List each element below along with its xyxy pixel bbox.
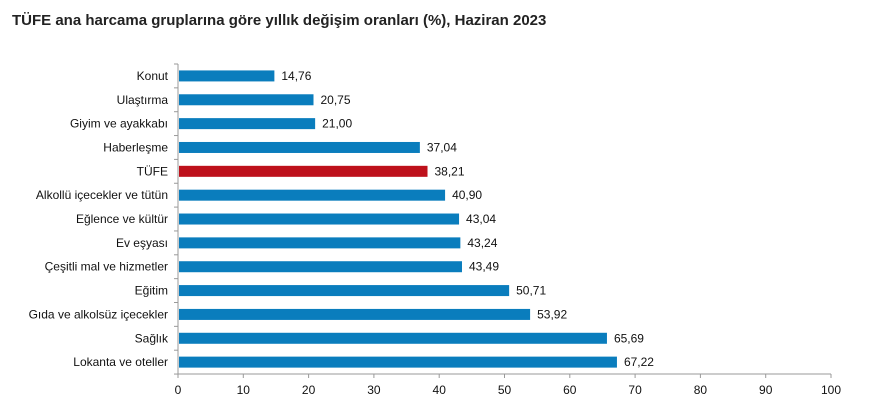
category-label: Ulaştırma [117, 93, 169, 107]
x-tick-label: 100 [821, 383, 841, 397]
bar [179, 261, 462, 273]
bar [179, 213, 460, 225]
x-tick-label: 10 [237, 383, 251, 397]
data-label: 53,92 [537, 307, 567, 321]
bar [179, 70, 275, 82]
data-label: 67,22 [624, 355, 654, 369]
x-tick-label: 20 [302, 383, 316, 397]
bar [179, 165, 428, 177]
bar [179, 189, 446, 201]
category-label: Eğitim [135, 284, 168, 298]
bar [179, 308, 531, 320]
x-tick-label: 0 [175, 383, 182, 397]
x-tick-label: 60 [563, 383, 577, 397]
data-label: 43,24 [467, 236, 497, 250]
category-label: Alkollü içecekler ve tütün [36, 188, 168, 202]
x-tick-label: 40 [433, 383, 447, 397]
category-label: Haberleşme [103, 140, 168, 154]
data-label: 43,04 [466, 212, 496, 226]
category-label: Çeşitli mal ve hizmetler [45, 260, 168, 274]
bar [179, 94, 314, 106]
data-label: 20,75 [320, 93, 350, 107]
data-label: 14,76 [281, 69, 311, 83]
x-tick-label: 80 [694, 383, 708, 397]
data-label: 65,69 [614, 331, 644, 345]
category-label: Ev eşyası [116, 236, 168, 250]
chart-title: TÜFE ana harcama gruplarına göre yıllık … [12, 12, 547, 29]
category-label: Sağlık [135, 331, 169, 345]
category-label: Konut [137, 69, 169, 83]
category-label: Eğlence ve kültür [76, 212, 168, 226]
category-label: Lokanta ve oteller [73, 355, 168, 369]
bar [179, 237, 461, 249]
x-tick-label: 50 [498, 383, 512, 397]
x-tick-label: 70 [628, 383, 642, 397]
category-label: Giyim ve ayakkabı [70, 117, 168, 131]
bar [179, 118, 316, 130]
data-label: 43,49 [469, 260, 499, 274]
data-label: 37,04 [427, 140, 457, 154]
bar [179, 332, 607, 344]
data-label: 21,00 [322, 117, 352, 131]
data-label: 38,21 [435, 164, 465, 178]
x-tick-label: 90 [759, 383, 773, 397]
x-tick-label: 30 [367, 383, 381, 397]
bar [179, 141, 420, 153]
bar [179, 356, 617, 368]
data-label: 40,90 [452, 188, 482, 202]
bar [179, 285, 510, 297]
data-label: 50,71 [516, 284, 546, 298]
category-label: TÜFE [137, 164, 168, 178]
category-label: Gıda ve alkolsüz içecekler [29, 307, 168, 321]
